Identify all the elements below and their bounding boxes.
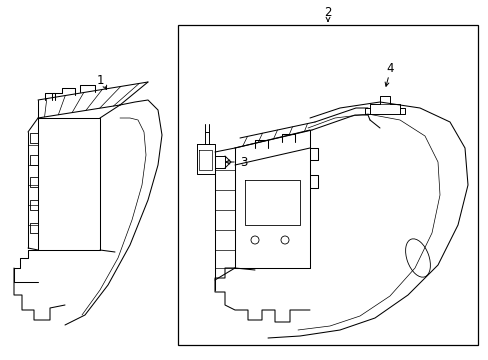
Bar (178, 25, 477, 345)
Text: 4: 4 (386, 62, 393, 75)
Text: 2: 2 (324, 5, 331, 18)
Text: 3: 3 (240, 156, 247, 168)
Text: 1: 1 (96, 73, 103, 86)
